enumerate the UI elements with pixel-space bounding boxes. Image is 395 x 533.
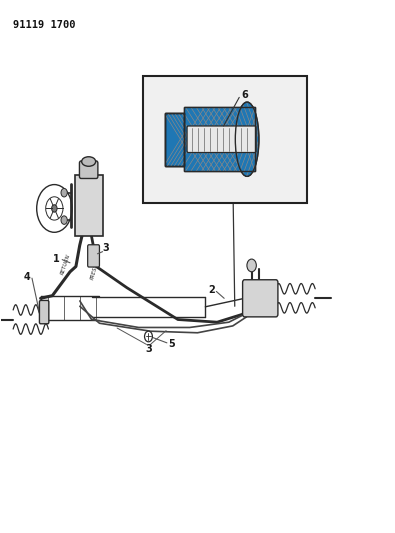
Text: 6: 6 [241,90,248,100]
Text: PRESSURE: PRESSURE [90,253,102,280]
Circle shape [61,216,67,224]
Ellipse shape [235,102,259,176]
FancyBboxPatch shape [187,126,256,152]
Circle shape [145,331,152,342]
Circle shape [247,259,256,272]
FancyBboxPatch shape [79,161,98,179]
Bar [184,108,255,171]
FancyBboxPatch shape [165,113,184,166]
Ellipse shape [235,102,259,176]
FancyBboxPatch shape [75,175,103,236]
Text: 2: 2 [208,285,214,295]
FancyBboxPatch shape [88,245,100,267]
Circle shape [61,189,67,197]
Text: 4: 4 [24,272,30,282]
Text: 91119 1700: 91119 1700 [13,20,76,30]
Ellipse shape [82,157,96,166]
FancyBboxPatch shape [243,280,278,317]
Bar [143,76,307,203]
Text: 1: 1 [53,254,60,263]
FancyBboxPatch shape [40,301,49,324]
Text: 3: 3 [145,344,152,354]
Text: RETURN: RETURN [60,253,72,275]
FancyBboxPatch shape [184,108,255,171]
Circle shape [52,205,57,212]
Text: 5: 5 [169,340,175,350]
Text: 3: 3 [102,243,109,253]
FancyBboxPatch shape [165,113,184,166]
